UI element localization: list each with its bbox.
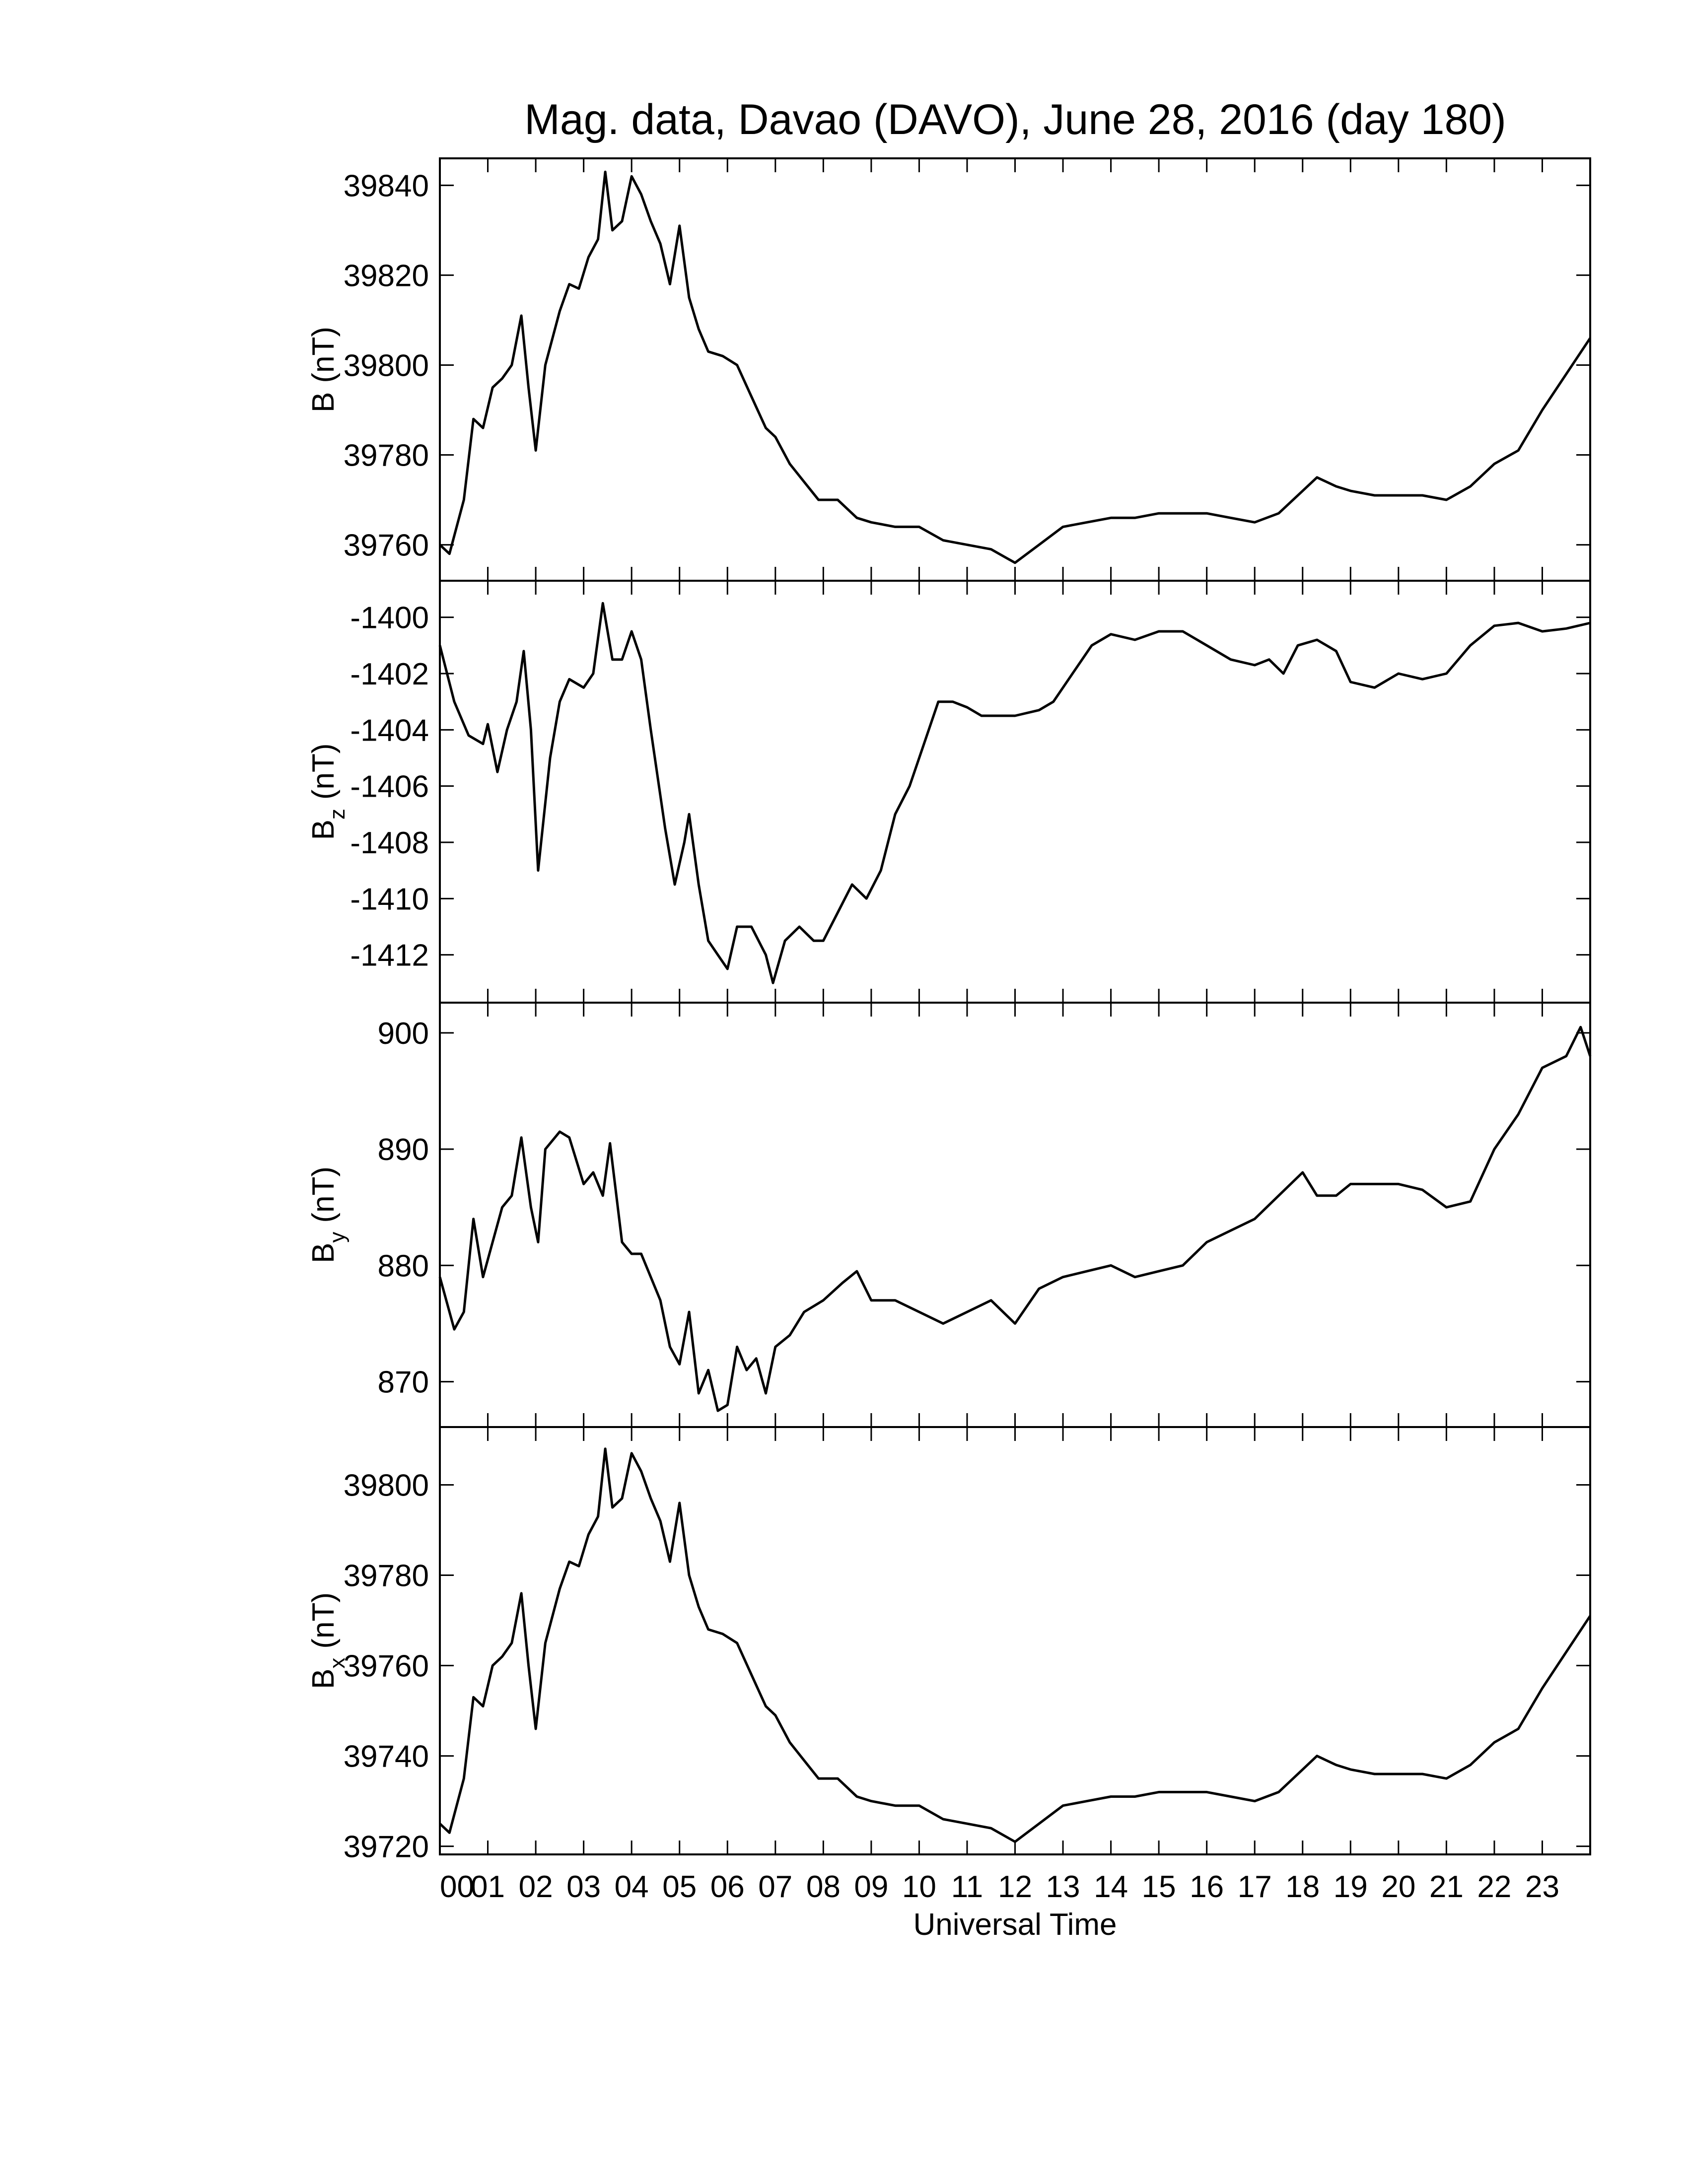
plot-frame	[439, 1426, 1591, 1855]
y-axis-label: Bx (nT)	[306, 1592, 350, 1689]
y-tick-label: -1400	[350, 601, 429, 635]
x-axis-label: Universal Time	[914, 1908, 1117, 1942]
x-tick-label: 19	[1334, 1870, 1368, 1904]
x-tick-label: 02	[519, 1870, 553, 1904]
y-tick-label: 39760	[344, 529, 429, 563]
x-tick-label: 20	[1381, 1870, 1415, 1904]
y-tick-label: 39720	[344, 1830, 429, 1864]
y-tick-label: -1404	[350, 713, 429, 748]
y-label-symbol: B	[306, 392, 341, 412]
y-axis-label: Bz (nT)	[306, 743, 350, 840]
data-line	[438, 1025, 1592, 1412]
y-tick-label: 880	[378, 1249, 429, 1283]
chart-title: Mag. data, Davao (DAVO), June 28, 2016 (…	[524, 96, 1506, 143]
data-line	[439, 170, 1592, 564]
y-tick-label: 39840	[344, 169, 429, 203]
y-axis-label: B (nT)	[306, 327, 341, 412]
y-label-subscript: x	[325, 1658, 350, 1669]
x-tick-label: 01	[471, 1870, 505, 1904]
data-line	[438, 602, 1591, 984]
y-label-symbol: B	[306, 1669, 341, 1689]
y-tick-label: 870	[378, 1365, 429, 1400]
x-tick-label: 15	[1142, 1870, 1176, 1904]
x-tick-label: 05	[662, 1870, 697, 1904]
y-tick-label: -1412	[350, 939, 429, 973]
x-tick-label: 18	[1285, 1870, 1320, 1904]
y-label-subscript: y	[325, 1232, 350, 1243]
data-line	[439, 1447, 1592, 1843]
x-tick-label: 12	[998, 1870, 1032, 1904]
x-tick-label: 22	[1477, 1870, 1511, 1904]
y-tick-label: 890	[378, 1133, 429, 1167]
y-tick-label: 39780	[344, 1559, 429, 1593]
y-label-unit: (nT)	[306, 1592, 341, 1649]
y-label-unit: (nT)	[306, 743, 341, 800]
y-tick-label: 39800	[344, 1468, 429, 1502]
y-label-unit: (nT)	[306, 327, 341, 383]
y-tick-label: 39780	[344, 439, 429, 473]
y-tick-label: -1406	[350, 770, 429, 804]
x-tick-label: 07	[758, 1870, 792, 1904]
y-tick-label: -1402	[350, 657, 429, 691]
x-tick-label: 09	[854, 1870, 888, 1904]
x-tick-label: 17	[1238, 1870, 1272, 1904]
y-tick-label: 39800	[344, 348, 429, 383]
y-tick-label: 39740	[344, 1740, 429, 1774]
x-tick-label: 13	[1046, 1870, 1080, 1904]
y-label-subscript: z	[325, 809, 350, 819]
x-tick-label: 21	[1429, 1870, 1464, 1904]
x-tick-label: 14	[1094, 1870, 1128, 1904]
x-tick-label: 04	[615, 1870, 649, 1904]
y-axis-label: By (nT)	[306, 1166, 350, 1263]
x-tick-label: 10	[902, 1870, 936, 1904]
x-tick-label: 11	[951, 1870, 983, 1904]
y-tick-label: 39820	[344, 259, 429, 293]
x-tick-label: 00	[440, 1870, 474, 1904]
y-label-symbol: B	[306, 819, 341, 840]
y-label-unit: (nT)	[306, 1166, 341, 1223]
x-tick-label: 08	[806, 1870, 841, 1904]
y-tick-label: -1410	[350, 882, 429, 916]
x-tick-label: 16	[1190, 1870, 1224, 1904]
x-tick-label: 03	[566, 1870, 601, 1904]
y-tick-label: 900	[378, 1017, 429, 1051]
x-tick-label: 23	[1525, 1870, 1559, 1904]
y-tick-label: -1408	[350, 826, 429, 860]
y-tick-label: 39760	[344, 1649, 429, 1684]
x-tick-label: 06	[710, 1870, 745, 1904]
y-label-symbol: B	[306, 1243, 341, 1263]
